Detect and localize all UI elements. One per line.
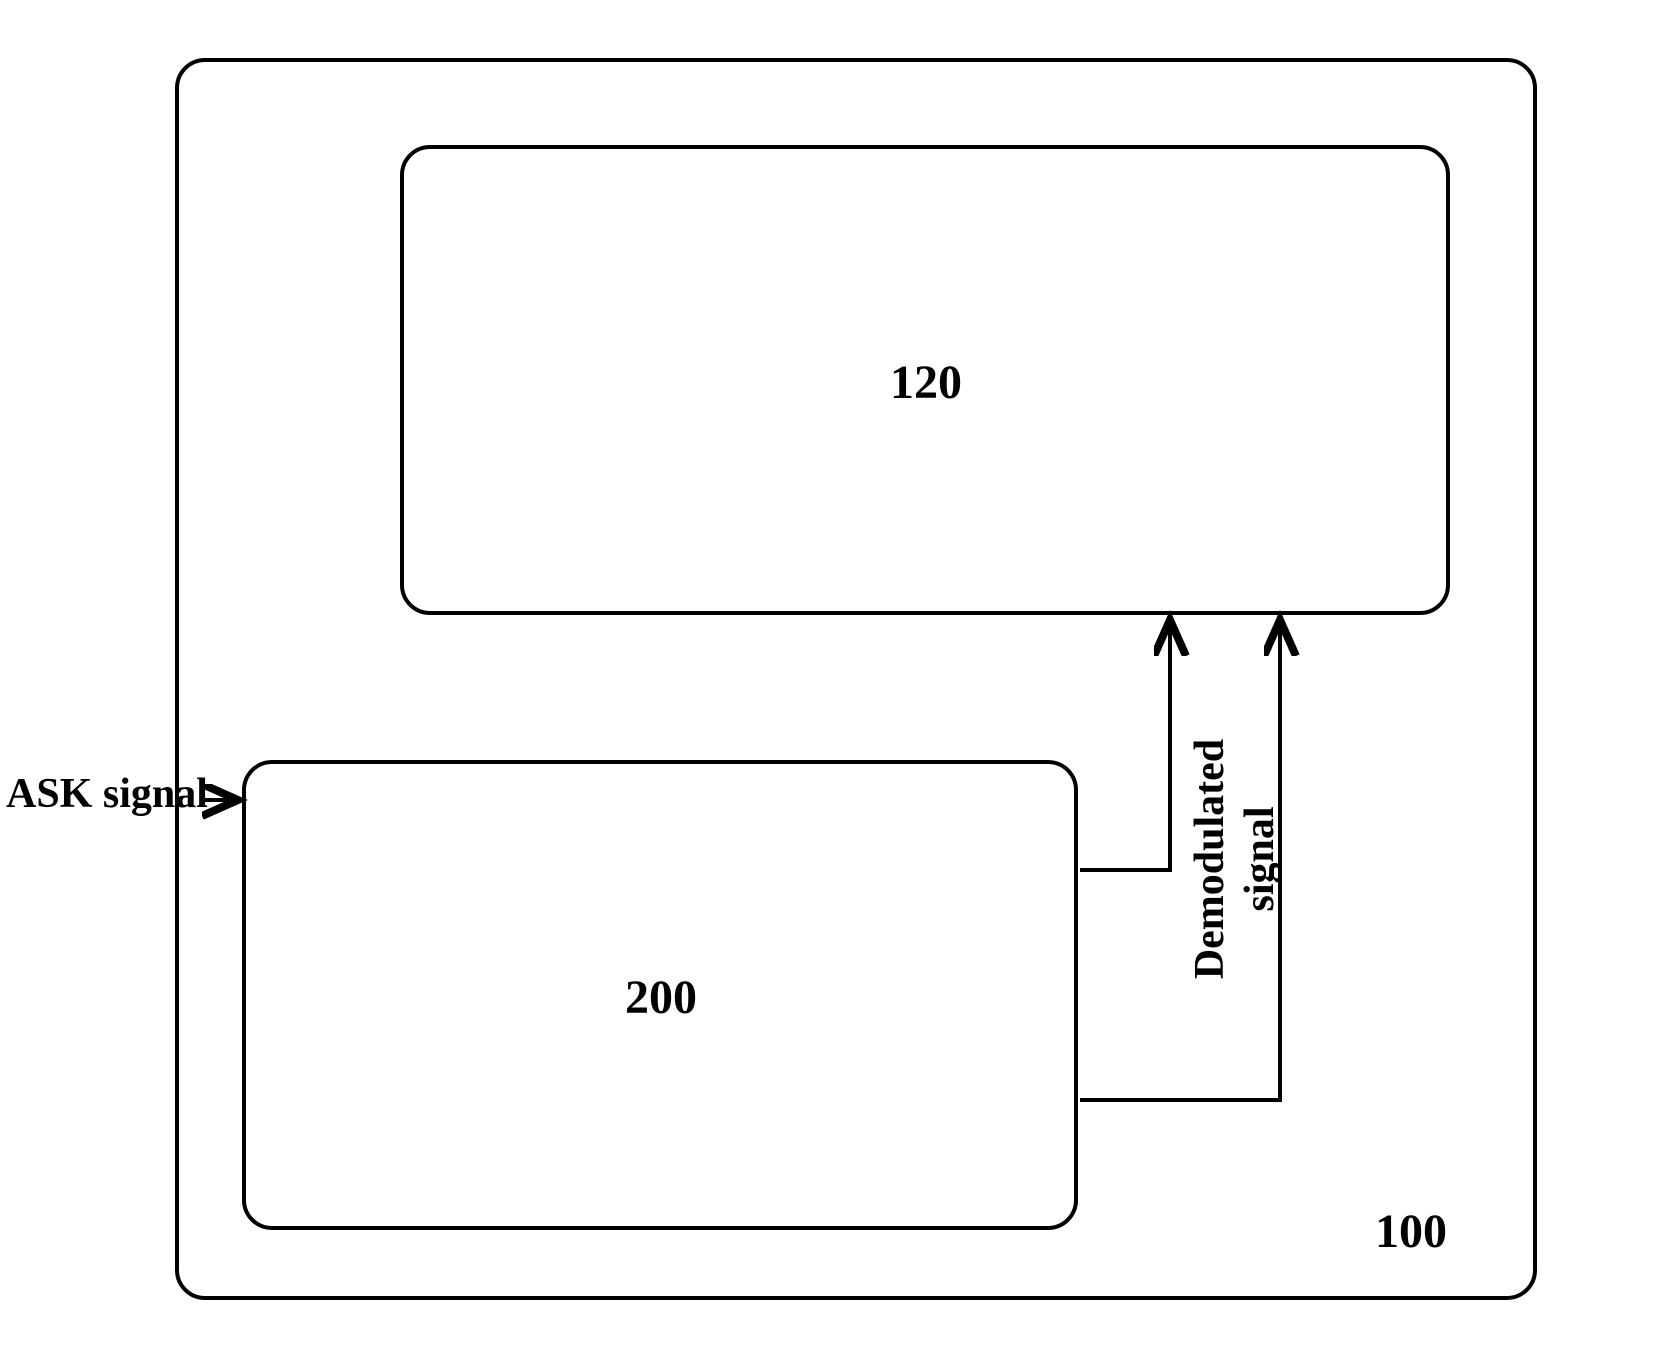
output-signal-label-line2: signal <box>1236 719 1284 999</box>
block-120-label: 120 <box>890 355 962 410</box>
block-diagram: 100 120 200 ASK signal Demodulated signa… <box>0 0 1664 1358</box>
input-signal-label: ASK signal <box>6 770 208 818</box>
block-200-label: 200 <box>625 970 697 1025</box>
output-signal-label-line1: Demodulated <box>1186 719 1234 999</box>
block-100-label: 100 <box>1375 1204 1447 1259</box>
